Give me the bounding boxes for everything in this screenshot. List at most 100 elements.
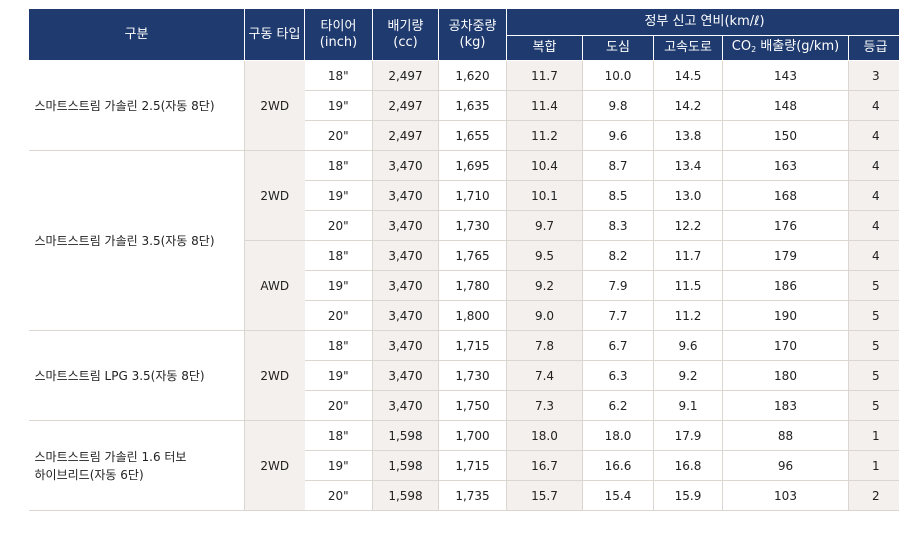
curb-weight-cell: 1,765 [438, 240, 507, 271]
curb-weight-cell: 1,710 [438, 180, 507, 211]
grade-cell: 5 [847, 270, 899, 301]
header-row-top: 구분 구동 타입 타이어 (inch) 배기량 (cc) 공차중량 (kg) 정… [28, 8, 899, 61]
co2-cell: 103 [722, 480, 849, 511]
city-cell: 15.4 [582, 480, 654, 511]
grade-cell: 4 [847, 120, 899, 151]
header-tire: 타이어 (inch) [304, 8, 373, 61]
highway-cell: 13.8 [653, 120, 723, 151]
displacement-cell: 1,598 [372, 450, 439, 481]
grade-cell: 3 [847, 60, 899, 91]
highway-cell: 14.2 [653, 90, 723, 121]
combined-cell: 7.4 [506, 360, 583, 391]
tire-cell: 20" [304, 120, 373, 151]
model-cell: 스마트스트림 가솔린 2.5(자동 8단) [28, 60, 245, 151]
combined-cell: 18.0 [506, 420, 583, 451]
curb-weight-cell: 1,700 [438, 420, 507, 451]
header-drive-type: 구동 타입 [244, 8, 305, 61]
grade-cell: 1 [847, 450, 899, 481]
tire-cell: 18" [304, 150, 373, 181]
grade-cell: 5 [847, 300, 899, 331]
fuel-efficiency-table: 구분 구동 타입 타이어 (inch) 배기량 (cc) 공차중량 (kg) 정… [28, 8, 899, 511]
combined-cell: 9.0 [506, 300, 583, 331]
city-cell: 6.2 [582, 390, 654, 421]
drive-type-cell: 2WD [244, 60, 305, 151]
highway-cell: 16.8 [653, 450, 723, 481]
model-cell: 스마트스트림 가솔린 1.6 터보 하이브리드(자동 6단) [28, 420, 245, 511]
grade-cell: 5 [847, 360, 899, 391]
city-cell: 8.3 [582, 210, 654, 241]
table-row: 20" 3,470 1,730 9.7 8.3 12.2 176 4 [29, 210, 899, 241]
highway-cell: 11.5 [653, 270, 723, 301]
tire-cell: 19" [304, 180, 373, 211]
co2-cell: 168 [722, 180, 849, 211]
header-co2-suffix: 배출량(g/km) [756, 38, 840, 54]
table-row: 19" 3,470 1,710 10.1 8.5 13.0 168 4 [29, 180, 899, 211]
table-row: 스마트스트림 LPG 3.5(자동 8단) 2WD 18" 3,470 1,715 7.8… [28, 330, 899, 421]
tire-cell: 20" [304, 390, 373, 421]
co2-cell: 183 [722, 390, 849, 421]
table-row: 19" 3,470 1,780 9.2 7.9 11.5 186 5 [29, 270, 899, 301]
co2-cell: 88 [722, 420, 849, 451]
header-curb-weight-line2: (kg) [459, 34, 486, 50]
displacement-cell: 3,470 [372, 360, 439, 391]
grade-cell: 4 [847, 180, 899, 211]
curb-weight-cell: 1,750 [438, 390, 507, 421]
header-displacement: 배기량 (cc) [372, 8, 439, 61]
header-co2-prefix: CO [731, 38, 752, 54]
highway-cell: 12.2 [653, 210, 723, 241]
table-row: AWD 18" 3,470 1,765 9.5 8.2 11.7 179 4 [29, 240, 899, 331]
city-cell: 7.7 [582, 300, 654, 331]
model-name-line1: 스마트스트림 가솔린 2.5(자동 8단) [34, 98, 215, 113]
tire-cell: 19" [304, 270, 373, 301]
curb-weight-cell: 1,635 [438, 90, 507, 121]
co2-cell: 190 [722, 300, 849, 331]
drive-type-cell: 2WD [244, 330, 305, 421]
city-cell: 6.3 [582, 360, 654, 391]
model-cell: 스마트스트림 가솔린 3.5(자동 8단) [28, 150, 245, 331]
highway-cell: 9.2 [653, 360, 723, 391]
drive-type-cell: 2WD [244, 420, 305, 511]
tire-cell: 18" [304, 240, 373, 271]
combined-cell: 11.2 [506, 120, 583, 151]
co2-cell: 179 [722, 240, 849, 271]
co2-cell: 163 [722, 150, 849, 181]
displacement-cell: 1,598 [372, 420, 439, 451]
tire-cell: 20" [304, 210, 373, 241]
co2-cell: 143 [722, 60, 849, 91]
header-displacement-line1: 배기량 [387, 18, 424, 34]
spec-table-container: 구분 구동 타입 타이어 (inch) 배기량 (cc) 공차중량 (kg) 정… [28, 8, 899, 511]
curb-weight-cell: 1,735 [438, 480, 507, 511]
co2-cell: 148 [722, 90, 849, 121]
curb-weight-cell: 1,655 [438, 120, 507, 151]
combined-cell: 10.4 [506, 150, 583, 181]
curb-weight-cell: 1,800 [438, 300, 507, 331]
highway-cell: 17.9 [653, 420, 723, 451]
highway-cell: 9.6 [653, 330, 723, 361]
highway-cell: 15.9 [653, 480, 723, 511]
combined-cell: 9.7 [506, 210, 583, 241]
header-co2-subscript: 2 [751, 44, 757, 54]
table-row: 스마트스트림 가솔린 1.6 터보 하이브리드(자동 6단) 2WD 18" 1,598… [28, 420, 899, 511]
curb-weight-cell: 1,730 [438, 360, 507, 391]
grade-cell: 4 [847, 210, 899, 241]
displacement-cell: 3,470 [372, 240, 439, 271]
header-grade: 등급 [847, 35, 899, 61]
grade-cell: 4 [847, 150, 899, 181]
tire-cell: 18" [304, 330, 373, 361]
highway-cell: 14.5 [653, 60, 723, 91]
city-cell: 7.9 [582, 270, 654, 301]
displacement-cell: 2,497 [372, 120, 439, 151]
combined-cell: 9.2 [506, 270, 583, 301]
combined-cell: 7.3 [506, 390, 583, 421]
curb-weight-cell: 1,715 [438, 330, 507, 361]
displacement-cell: 3,470 [372, 390, 439, 421]
tire-cell: 20" [304, 300, 373, 331]
header-category: 구분 [28, 8, 245, 61]
combined-cell: 16.7 [506, 450, 583, 481]
displacement-cell: 3,470 [372, 150, 439, 181]
header-row-bottom: 복합 도심 고속도로 CO2 배출량(g/km) 등급 [29, 35, 899, 61]
combined-cell: 10.1 [506, 180, 583, 211]
co2-cell: 170 [722, 330, 849, 361]
tire-cell: 18" [304, 420, 373, 451]
table-row: 19" 3,470 1,730 7.4 6.3 9.2 180 5 [29, 360, 899, 391]
